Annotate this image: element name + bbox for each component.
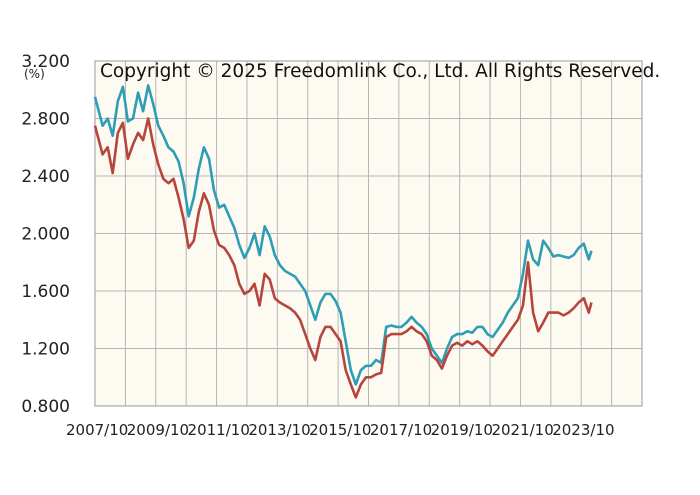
series-line-1	[93, 84, 593, 386]
y-tick-label: 0.800	[21, 397, 70, 417]
y-tick-label: 2.000	[21, 225, 70, 245]
series-lines	[93, 84, 593, 399]
y-tick-label: 1.200	[21, 340, 70, 360]
x-tick-label: 2009/10	[127, 421, 189, 439]
x-tick-label: 2015/10	[309, 421, 371, 439]
y-axis-unit-label: (%)	[24, 67, 45, 81]
y-tick-label: 2.400	[21, 167, 70, 187]
x-tick-label: 2019/10	[431, 421, 493, 439]
x-axis-ticks: 2007/102009/102011/102013/102015/102017/…	[66, 421, 615, 439]
x-tick-label: 2011/10	[188, 421, 250, 439]
x-tick-label: 2021/10	[491, 421, 553, 439]
x-tick-label: 2007/10	[66, 421, 128, 439]
plot-border	[94, 60, 643, 407]
x-tick-label: 2013/10	[248, 421, 310, 439]
x-tick-label: 2017/10	[370, 421, 432, 439]
copyright-notice: Copyright © 2025 Freedomlink Co., Ltd. A…	[100, 61, 660, 82]
series-line-2	[93, 117, 593, 399]
y-tick-label: 3.200	[21, 52, 70, 72]
y-tick-label: 1.600	[21, 282, 70, 302]
y-axis-ticks: 0.800 1.200 1.600 2.000 2.400 2.800 3.200	[21, 52, 70, 417]
y-tick-label: 2.800	[21, 110, 70, 130]
x-tick-label: 2023/10	[552, 421, 614, 439]
